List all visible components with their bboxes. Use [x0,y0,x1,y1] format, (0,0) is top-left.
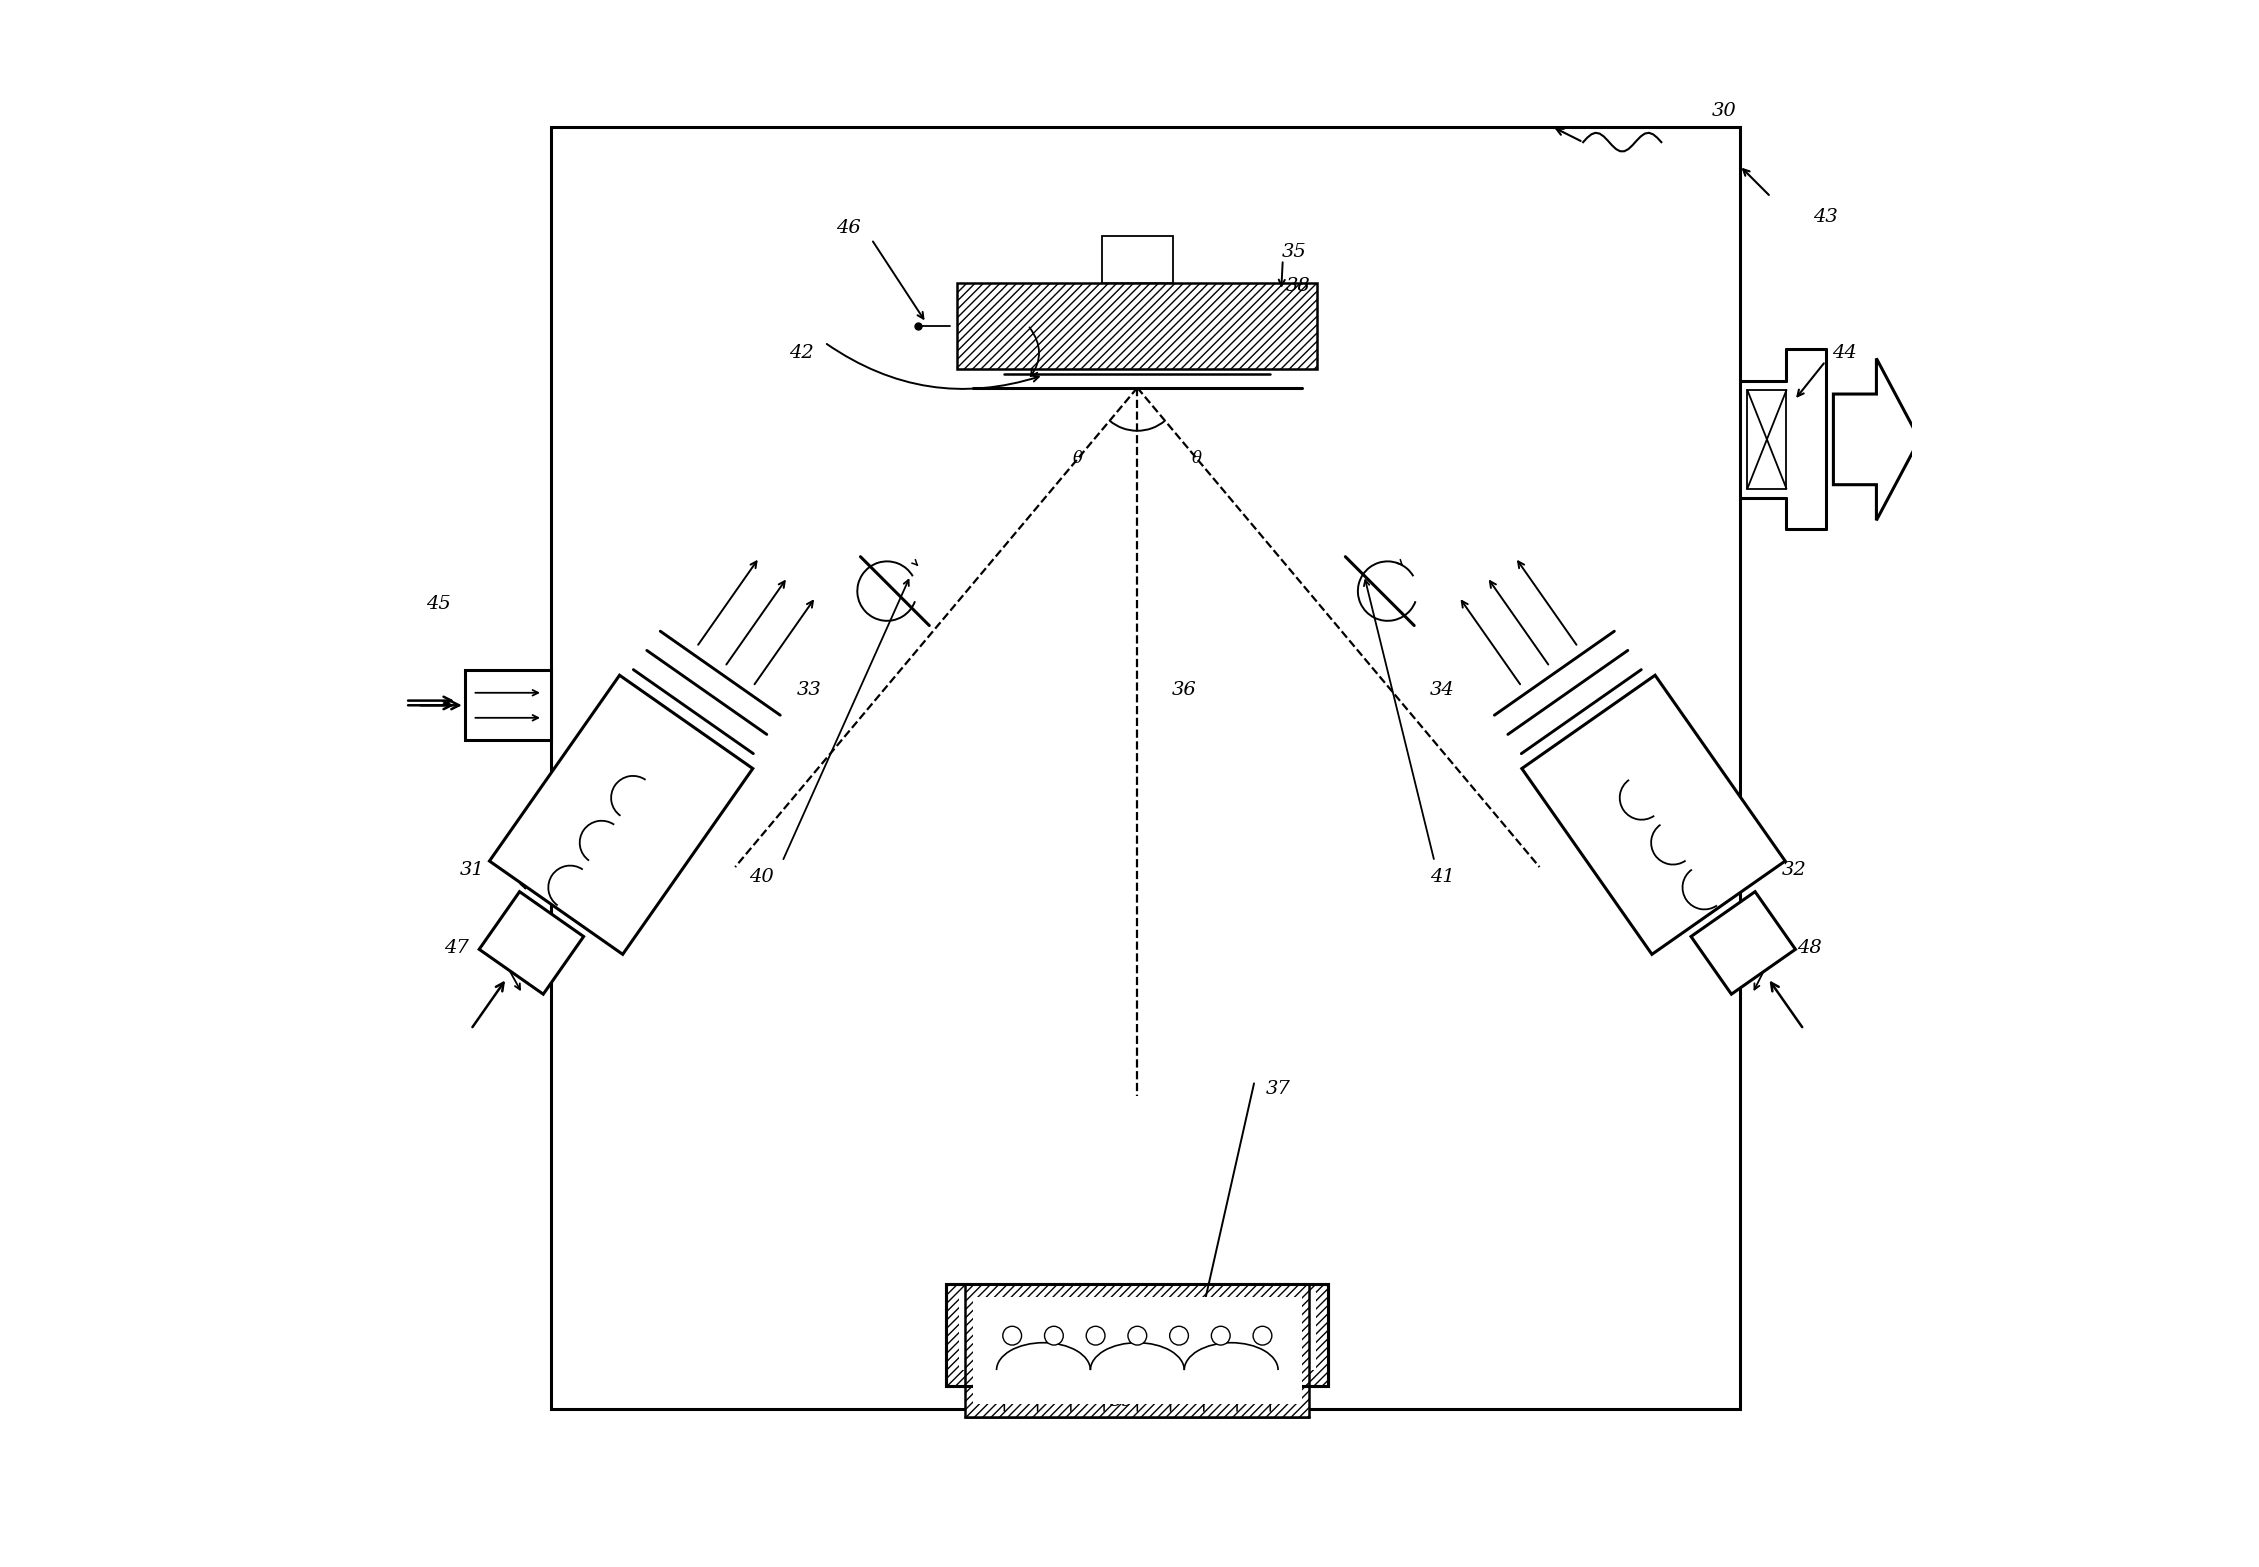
Text: 37: 37 [1265,1080,1290,1097]
Text: 33: 33 [797,680,822,699]
Text: 45: 45 [425,594,450,613]
Text: 34: 34 [1430,680,1455,699]
Text: 47: 47 [445,939,470,957]
Text: 32: 32 [1782,860,1807,879]
Text: 39: 39 [1109,1393,1134,1410]
Polygon shape [490,675,752,954]
Text: θ: θ [1073,450,1082,467]
Bar [974,1296,1301,1404]
Text: 38: 38 [1285,277,1310,295]
Text: 36: 36 [1172,680,1197,699]
Text: 46: 46 [836,219,861,237]
Bar [947,1283,1328,1385]
Polygon shape [479,892,583,993]
Circle shape [1003,1326,1021,1344]
Text: 44: 44 [1832,345,1857,362]
Circle shape [1087,1326,1105,1344]
Bar [958,284,1317,368]
Bar [1748,390,1787,489]
Circle shape [1254,1326,1272,1344]
Bar [551,127,1739,1409]
Text: S: S [1238,1338,1249,1355]
Polygon shape [1523,675,1785,954]
Circle shape [1211,1326,1231,1344]
Circle shape [1044,1326,1064,1344]
Polygon shape [1834,359,1920,520]
Text: 43: 43 [1814,208,1839,226]
Polygon shape [1692,892,1796,993]
Bar [465,671,551,741]
Text: S: S [1023,1338,1037,1355]
Text: 40: 40 [750,868,775,887]
Text: 41: 41 [1430,868,1455,887]
Text: N: N [1130,1338,1145,1355]
Text: θ: θ [1193,450,1202,467]
Bar [947,1283,1328,1385]
Circle shape [1170,1326,1188,1344]
Bar [1102,237,1172,284]
Bar [965,1283,1310,1417]
Text: 42: 42 [788,345,813,362]
Text: 35: 35 [1281,243,1306,260]
Text: 30: 30 [1712,102,1737,121]
Text: 48: 48 [1798,939,1823,957]
Circle shape [1127,1326,1148,1344]
Text: 31: 31 [461,860,486,879]
Bar [960,1291,1315,1370]
